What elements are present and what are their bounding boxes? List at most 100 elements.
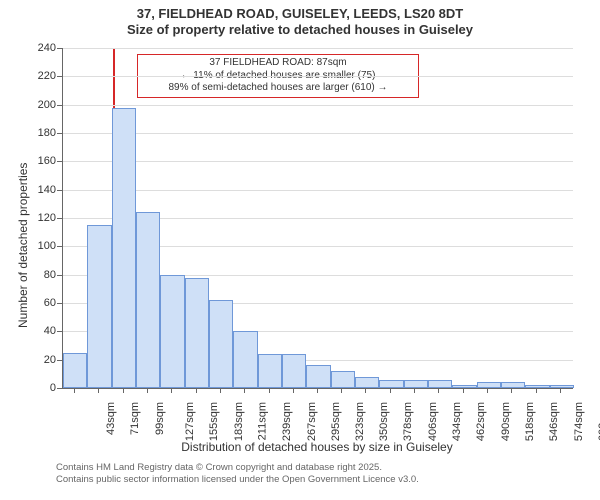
x-tick-label: 490sqm xyxy=(500,402,512,441)
annotation-line3: 89% of semi-detached houses are larger (… xyxy=(142,82,414,95)
histogram-bar xyxy=(209,300,233,388)
x-tick-label: 211sqm xyxy=(256,402,268,440)
y-tick-mark xyxy=(57,218,62,219)
x-tick-mark xyxy=(560,388,561,393)
y-tick-label: 100 xyxy=(26,240,56,252)
histogram-bar xyxy=(185,278,209,389)
histogram-bar xyxy=(404,380,428,389)
histogram-bar xyxy=(63,353,87,388)
x-tick-mark xyxy=(390,388,391,393)
y-tick-mark xyxy=(57,246,62,247)
y-tick-label: 140 xyxy=(26,184,56,196)
histogram-bar xyxy=(233,331,257,388)
x-tick-mark xyxy=(147,388,148,393)
histogram-bar xyxy=(379,380,403,389)
x-tick-mark xyxy=(244,388,245,393)
x-tick-label: 127sqm xyxy=(184,402,196,441)
x-tick-mark xyxy=(511,388,512,393)
histogram-bar xyxy=(136,212,160,388)
histogram-bar xyxy=(550,385,574,388)
x-tick-mark xyxy=(98,388,99,393)
gridline xyxy=(63,48,573,49)
y-tick-label: 40 xyxy=(26,325,56,337)
x-tick-label: 406sqm xyxy=(427,402,439,441)
gridline xyxy=(63,133,573,134)
x-tick-label: 434sqm xyxy=(451,402,463,441)
y-tick-mark xyxy=(57,388,62,389)
annotation-line1: 37 FIELDHEAD ROAD: 87sqm xyxy=(142,57,414,70)
x-tick-label: 462sqm xyxy=(475,402,487,441)
x-tick-label: 99sqm xyxy=(154,402,166,435)
plot-area: 37 FIELDHEAD ROAD: 87sqm ← 11% of detach… xyxy=(62,48,573,389)
x-tick-label: 378sqm xyxy=(402,402,414,441)
x-tick-mark xyxy=(414,388,415,393)
histogram-bar xyxy=(452,385,476,388)
x-tick-mark xyxy=(269,388,270,393)
x-tick-mark xyxy=(220,388,221,393)
y-tick-mark xyxy=(57,161,62,162)
histogram-bar xyxy=(525,385,549,388)
histogram-bar xyxy=(306,365,330,388)
y-tick-mark xyxy=(57,48,62,49)
x-axis-label: Distribution of detached houses by size … xyxy=(62,440,572,454)
x-tick-mark xyxy=(123,388,124,393)
x-tick-label: 546sqm xyxy=(548,402,560,441)
y-tick-label: 60 xyxy=(26,297,56,309)
x-tick-label: 350sqm xyxy=(378,402,390,441)
gridline xyxy=(63,76,573,77)
x-tick-label: 323sqm xyxy=(355,402,367,441)
x-tick-mark xyxy=(341,388,342,393)
y-tick-mark xyxy=(57,360,62,361)
x-tick-label: 518sqm xyxy=(524,402,536,441)
histogram-bar xyxy=(501,382,525,388)
x-tick-mark xyxy=(293,388,294,393)
x-tick-mark xyxy=(74,388,75,393)
y-tick-mark xyxy=(57,303,62,304)
y-tick-mark xyxy=(57,76,62,77)
y-tick-mark xyxy=(57,133,62,134)
chart-title-line2: Size of property relative to detached ho… xyxy=(0,22,600,38)
y-tick-mark xyxy=(57,105,62,106)
y-tick-label: 20 xyxy=(26,354,56,366)
gridline xyxy=(63,105,573,106)
x-tick-mark xyxy=(438,388,439,393)
y-tick-label: 220 xyxy=(26,70,56,82)
x-tick-label: 574sqm xyxy=(573,402,585,441)
footer-line2: Contains public sector information licen… xyxy=(56,474,419,486)
y-tick-label: 0 xyxy=(26,382,56,394)
y-tick-label: 180 xyxy=(26,127,56,139)
footer-attribution: Contains HM Land Registry data © Crown c… xyxy=(56,462,419,486)
gridline xyxy=(63,190,573,191)
histogram-bar xyxy=(160,275,184,388)
x-tick-mark xyxy=(487,388,488,393)
histogram-bar xyxy=(258,354,282,388)
y-tick-mark xyxy=(57,275,62,276)
histogram-bar xyxy=(282,354,306,388)
footer-line1: Contains HM Land Registry data © Crown c… xyxy=(56,462,419,474)
y-tick-mark xyxy=(57,331,62,332)
y-tick-label: 120 xyxy=(26,212,56,224)
y-tick-label: 80 xyxy=(26,269,56,281)
x-tick-mark xyxy=(317,388,318,393)
x-tick-mark xyxy=(536,388,537,393)
x-tick-mark xyxy=(463,388,464,393)
histogram-bar xyxy=(112,108,136,389)
x-tick-label: 155sqm xyxy=(209,402,221,441)
x-tick-mark xyxy=(196,388,197,393)
x-tick-label: 295sqm xyxy=(330,402,342,441)
x-tick-mark xyxy=(171,388,172,393)
property-size-chart: 37, FIELDHEAD ROAD, GUISELEY, LEEDS, LS2… xyxy=(0,0,600,500)
y-tick-label: 240 xyxy=(26,42,56,54)
gridline xyxy=(63,161,573,162)
y-tick-label: 160 xyxy=(26,155,56,167)
x-tick-label: 43sqm xyxy=(105,402,117,435)
chart-title-line1: 37, FIELDHEAD ROAD, GUISELEY, LEEDS, LS2… xyxy=(0,0,600,22)
histogram-bar xyxy=(331,371,355,388)
histogram-bar xyxy=(355,377,379,388)
x-tick-mark xyxy=(365,388,366,393)
x-tick-label: 239sqm xyxy=(282,402,294,441)
histogram-bar xyxy=(428,380,452,389)
histogram-bar xyxy=(87,225,111,388)
x-tick-label: 183sqm xyxy=(233,402,245,441)
x-tick-label: 71sqm xyxy=(130,402,142,435)
